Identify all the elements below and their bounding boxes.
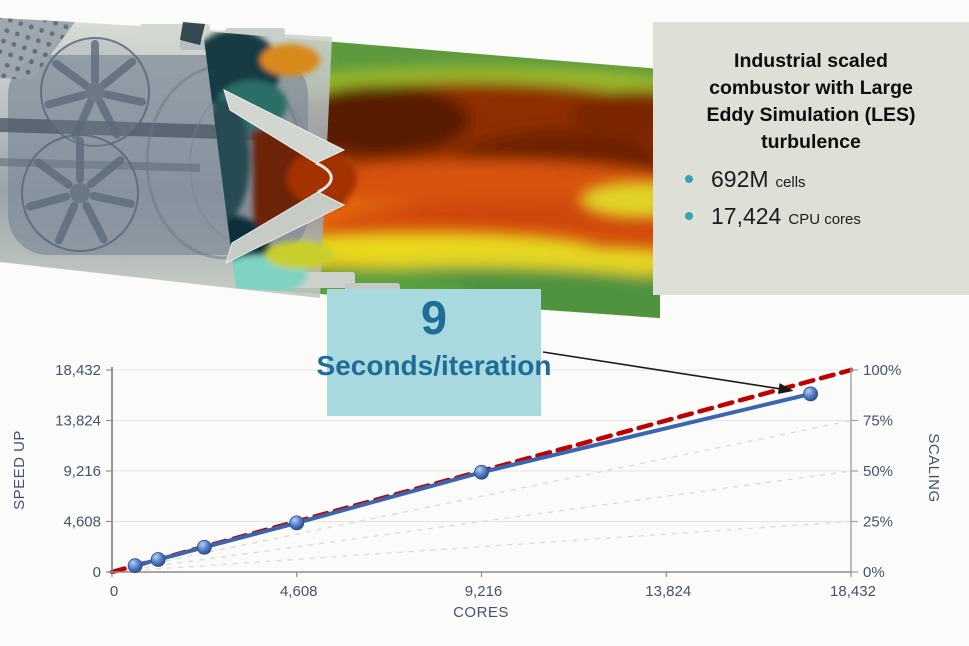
reference-scaling-line — [111, 419, 852, 573]
y-tick-label-left: 13,824 — [55, 413, 101, 430]
y-tick-label-right: 50% — [863, 463, 893, 480]
bullet-dot-icon — [685, 175, 693, 184]
x-tick-label: 13,824 — [645, 583, 691, 600]
y-axis-title-left: SPEED UP — [11, 430, 28, 510]
cores-unit: CPU cores — [788, 210, 861, 228]
info-panel: Industrial scaled combustor with Large E… — [653, 22, 969, 295]
seconds-per-iteration-callout: 9 Seconds/iteration — [317, 289, 551, 416]
swirler-fan-bottom — [21, 134, 139, 252]
callout-label: Seconds/iteration — [316, 350, 552, 382]
bullet-cells: 692M cells — [685, 166, 951, 193]
data-point-marker — [150, 552, 166, 567]
y-tick-label-left: 18,432 — [55, 362, 101, 379]
bullet-dot-icon — [685, 212, 693, 221]
speedup-line — [133, 391, 813, 568]
y-tick-label-right: 25% — [863, 514, 893, 531]
y-tick-label-left: 0 — [93, 564, 101, 581]
y-axis-title-right: SCALING — [925, 433, 942, 502]
swirler-fan-top — [40, 37, 150, 147]
reference-scaling-line — [111, 520, 852, 573]
x-tick-label: 4,608 — [280, 583, 318, 600]
y-tick-label-left: 9,216 — [63, 463, 101, 480]
cells-value: 692M — [711, 165, 769, 192]
bullet-cpu-cores: 17,424 CPU cores — [685, 203, 951, 230]
cores-value: 17,424 — [711, 202, 782, 229]
y-tick-label-right: 75% — [863, 413, 893, 430]
x-tick-label: 18,432 — [830, 583, 876, 600]
callout-value: 9 — [420, 291, 448, 344]
y-tick-label-right: 100% — [863, 362, 901, 379]
info-panel-title: Industrial scaled combustor with Large E… — [706, 50, 916, 153]
data-point-marker — [289, 515, 305, 531]
x-tick-label: 9,216 — [465, 583, 503, 600]
nozzle-cone — [223, 89, 346, 264]
chart-plot-area: 0 4,608 9,216 13,824 18,432 0 4,608 9,216 13,824… — [55, 362, 901, 600]
data-point-marker — [803, 386, 818, 402]
data-point-marker — [474, 464, 489, 480]
data-point-marker — [127, 558, 143, 574]
y-tick-label-left: 4,608 — [63, 514, 101, 531]
reference-scaling-line — [111, 470, 852, 573]
x-axis-title: CORES — [453, 604, 509, 621]
data-point-marker — [196, 539, 212, 555]
y-tick-label-right: 0% — [863, 564, 885, 581]
cells-unit: cells — [775, 173, 806, 191]
x-tick-label: 0 — [110, 583, 118, 600]
